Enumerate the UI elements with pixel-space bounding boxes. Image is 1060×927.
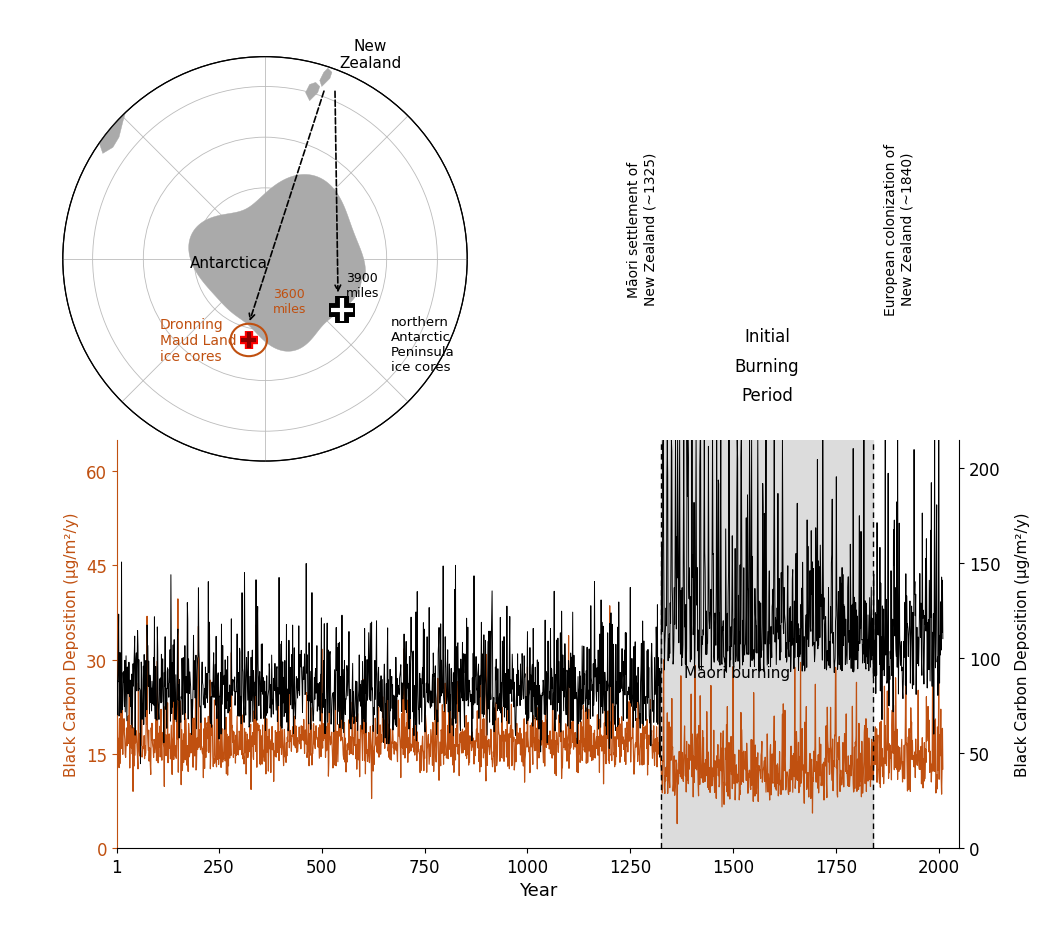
Text: 3600
miles: 3600 miles — [273, 288, 306, 316]
Polygon shape — [92, 77, 131, 154]
Circle shape — [63, 57, 467, 463]
Bar — [661, 440, 873, 848]
Text: Dronning
Maud Land
ice cores: Dronning Maud Land ice cores — [160, 317, 236, 363]
Polygon shape — [305, 83, 320, 102]
Text: Initial
Burning
Period: Initial Burning Period — [735, 328, 799, 404]
Text: Antarctica: Antarctica — [190, 256, 267, 271]
Text: Māori burning: Māori burning — [684, 665, 791, 680]
X-axis label: Year: Year — [518, 882, 558, 899]
Text: northern
Antarctic
Peninsula
ice cores: northern Antarctic Peninsula ice cores — [391, 316, 455, 374]
Y-axis label: Black Carbon Deposition (μg/m²/y): Black Carbon Deposition (μg/m²/y) — [1014, 512, 1029, 777]
Text: 3900
miles: 3900 miles — [347, 272, 379, 299]
Polygon shape — [189, 175, 366, 352]
Text: European colonization of
New Zealand (~1840): European colonization of New Zealand (~1… — [884, 144, 915, 315]
Polygon shape — [320, 70, 332, 87]
Y-axis label: Black Carbon Deposition (μg/m²/y): Black Carbon Deposition (μg/m²/y) — [64, 512, 78, 777]
Text: Māori settlement of
New Zealand (~1325): Māori settlement of New Zealand (~1325) — [626, 153, 657, 306]
Text: New
Zealand: New Zealand — [339, 39, 402, 71]
